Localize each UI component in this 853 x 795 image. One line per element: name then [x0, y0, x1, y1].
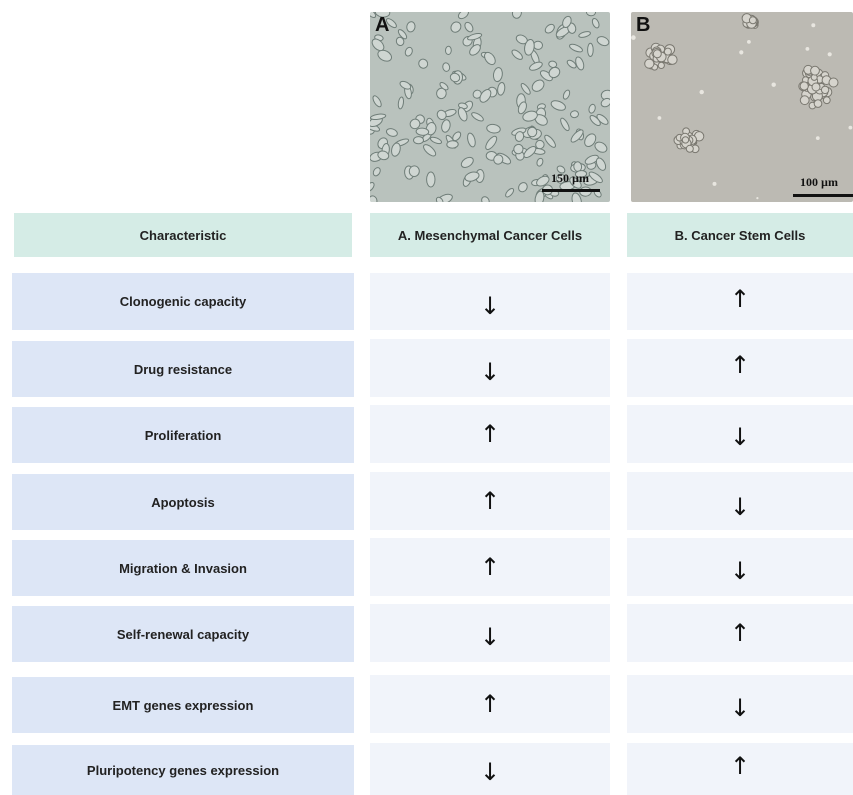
row-label: Apoptosis [12, 474, 354, 530]
row-label: Pluripotency genes expression [12, 745, 354, 795]
arrow-b: ↓ [627, 538, 853, 596]
arrow-b: ↑ [627, 604, 853, 662]
arrow-a: ↓ [370, 604, 610, 662]
arrow-a: ↓ [370, 743, 610, 795]
scale-label-b: 100 µm [800, 175, 838, 189]
arrow-a: ↑ [370, 405, 610, 463]
micrograph-b: B 100 µm [631, 12, 853, 202]
arrow-a: ↓ [370, 339, 610, 397]
arrow-b: ↑ [627, 273, 853, 330]
header-stem-cells: B. Cancer Stem Cells [627, 213, 853, 257]
arrow-b: ↑ [627, 743, 853, 795]
arrow-b: ↓ [627, 472, 853, 530]
arrow-a: ↑ [370, 472, 610, 530]
arrow-a: ↑ [370, 675, 610, 733]
row-label: Migration & Invasion [12, 540, 354, 596]
arrow-b: ↓ [627, 405, 853, 463]
stem-cells-image [631, 13, 853, 200]
row-label: EMT genes expression [12, 677, 354, 733]
scale-bar-a [542, 189, 600, 192]
arrow-b: ↓ [627, 675, 853, 733]
panel-b-letter: B [636, 14, 651, 36]
arrow-a: ↓ [370, 273, 610, 330]
scale-bar-b [793, 194, 853, 197]
header-mesenchymal: A. Mesenchymal Cancer Cells [370, 213, 610, 257]
row-label: Self-renewal capacity [12, 606, 354, 662]
scale-label-a: 150 µm [551, 171, 589, 185]
panel-a-letter: A [375, 14, 390, 36]
micrograph-a: A 150 µm [370, 12, 610, 202]
row-label: Drug resistance [12, 341, 354, 397]
arrow-a: ↑ [370, 538, 610, 596]
mesenchymal-cells-image [370, 12, 610, 202]
row-label: Proliferation [12, 407, 354, 463]
arrow-b: ↑ [627, 339, 853, 397]
row-label: Clonogenic capacity [12, 273, 354, 330]
header-characteristic: Characteristic [14, 213, 352, 257]
